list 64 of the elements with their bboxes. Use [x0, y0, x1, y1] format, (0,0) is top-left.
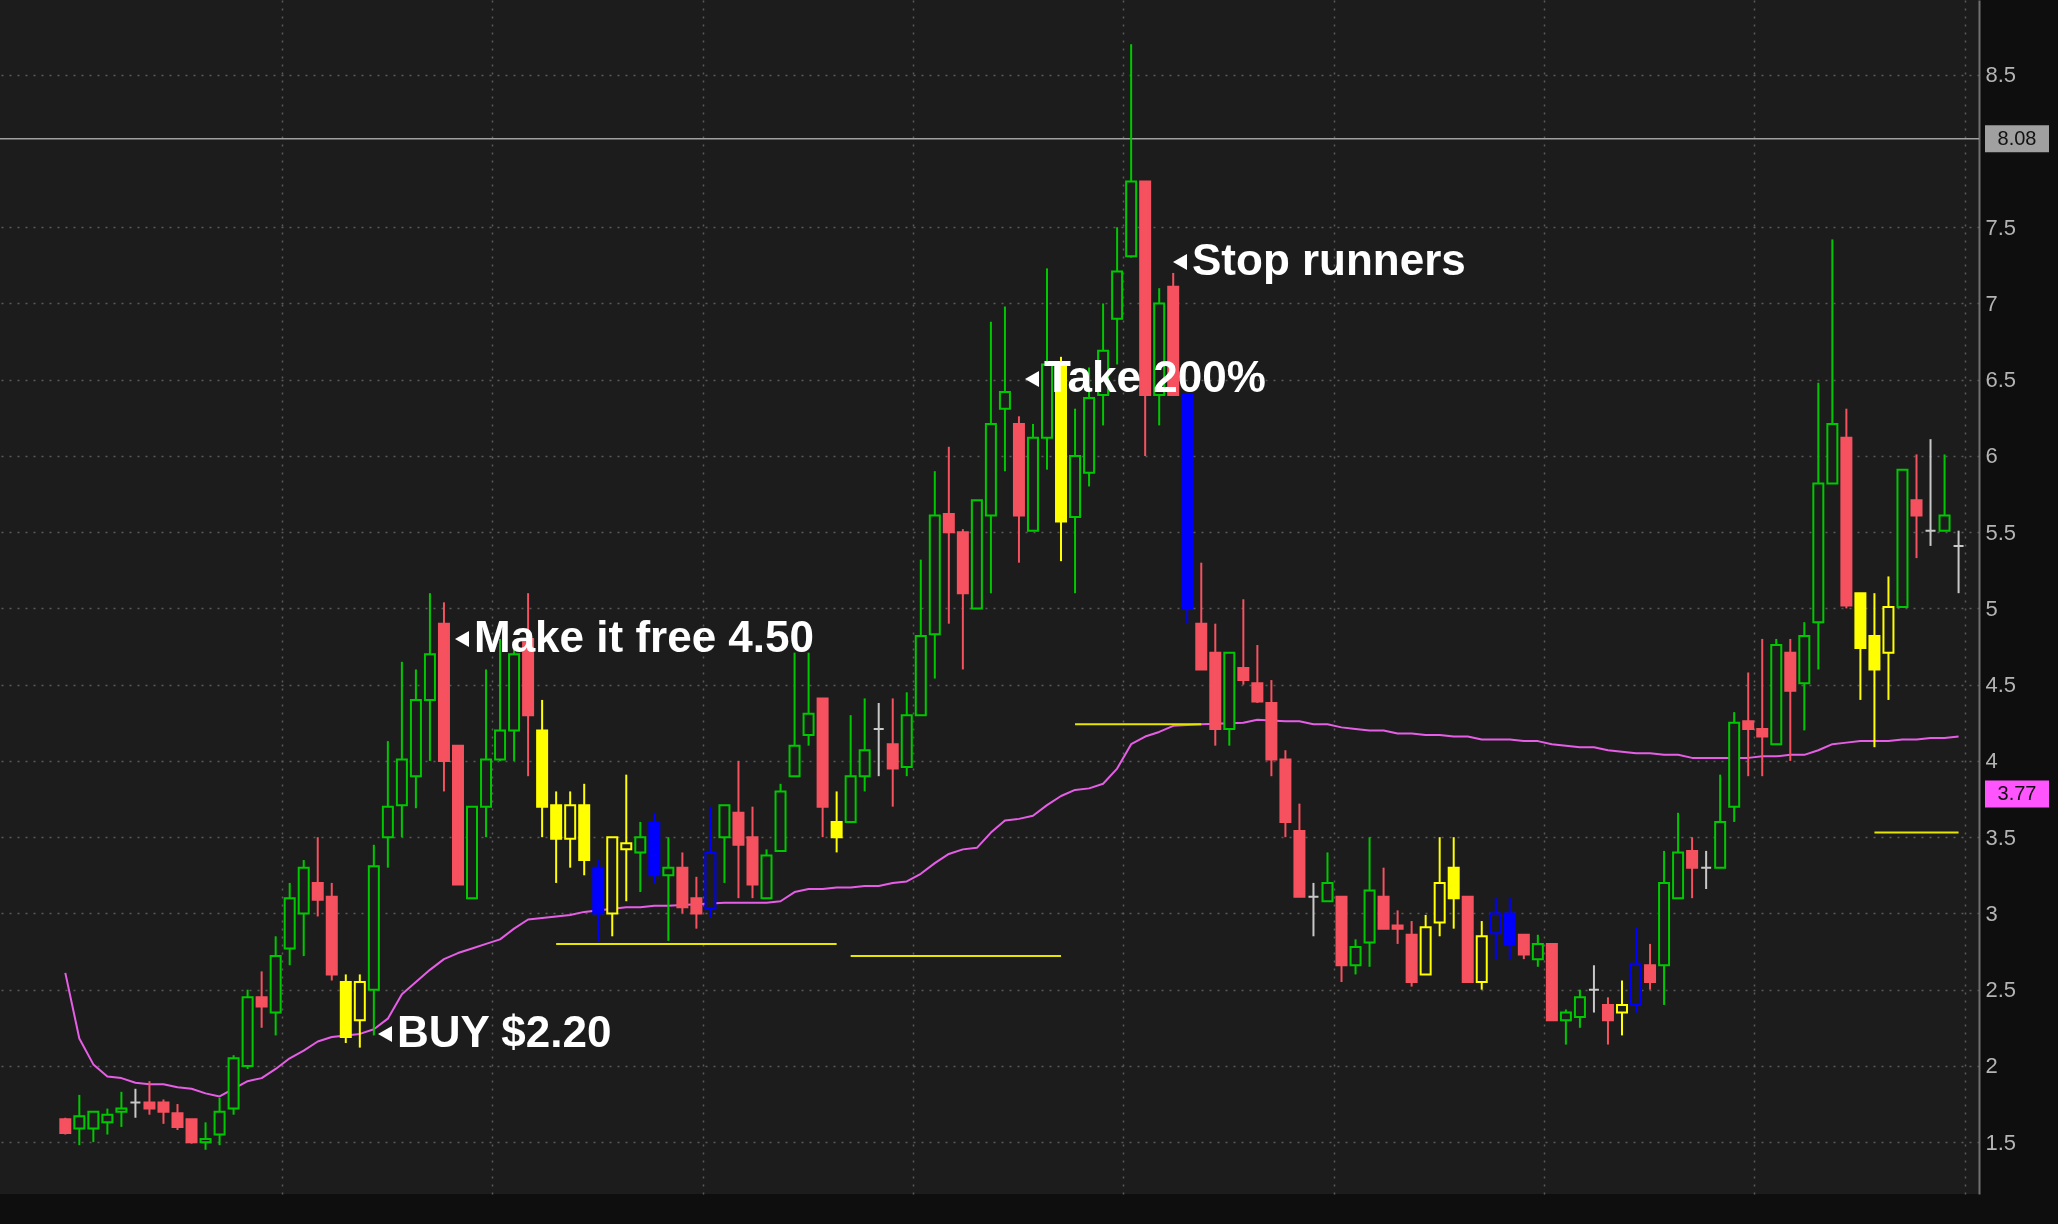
text: 3.77	[1997, 782, 2037, 804]
candlestick	[143, 1080, 156, 1116]
y-tick-label: 5.5	[1985, 519, 2017, 545]
candlestick	[129, 1087, 142, 1119]
candlestick	[87, 1110, 100, 1144]
candlestick	[872, 701, 885, 778]
annotation: BUY $2.20	[397, 1007, 612, 1056]
candlestick	[1924, 438, 1937, 547]
candlestick	[830, 790, 843, 854]
candlestick	[690, 875, 703, 930]
y-tick-label: 7	[1985, 290, 1998, 316]
y-tick-label: 4	[1985, 748, 1998, 774]
candlestick	[1615, 979, 1628, 1037]
candlestick	[213, 1096, 226, 1147]
y-tick-label: 2	[1985, 1053, 1998, 1079]
candlestick	[1938, 453, 1951, 532]
candlestick	[998, 305, 1011, 473]
candlestick	[1349, 938, 1362, 976]
candlestick	[171, 1103, 184, 1131]
candlestick	[1952, 529, 1965, 595]
candlestick	[185, 1118, 198, 1145]
candlestick	[1307, 881, 1320, 938]
candlestick	[255, 970, 268, 1029]
candlestick	[1531, 933, 1544, 968]
candlestick	[1910, 453, 1923, 560]
line-series	[64, 718, 1960, 1098]
y-tick-label: 5	[1985, 595, 1998, 621]
candlestick	[1391, 909, 1404, 945]
candlestick	[1756, 637, 1769, 778]
y-tick-label: 8.5	[1985, 62, 2017, 88]
annotation: Stop runners	[1192, 235, 1466, 284]
candlestick	[1489, 897, 1502, 961]
y-tick-label: 7.5	[1985, 214, 2017, 240]
y-tick-label: 4.5	[1985, 672, 2017, 698]
ref-line-label: 8.08	[1997, 126, 2037, 149]
candlestick	[1517, 933, 1530, 961]
candlestick	[1644, 942, 1657, 991]
candlestick	[1321, 851, 1334, 903]
candlestick	[662, 836, 675, 942]
candlestick	[1700, 849, 1713, 891]
candlestick	[1237, 598, 1250, 686]
y-tick-label: 3.5	[1985, 824, 2017, 850]
candlestick	[1559, 1008, 1572, 1046]
y-tick-label: 3	[1985, 900, 1998, 926]
candlestick	[311, 836, 324, 918]
candlestick	[1251, 644, 1264, 704]
y-tick-label: 6	[1985, 443, 1998, 469]
candlestick	[1742, 671, 1755, 778]
candlestick	[634, 820, 647, 894]
y-tick-label: 2.5	[1985, 977, 2017, 1003]
candlestick	[802, 651, 815, 747]
candlestick	[1587, 964, 1600, 1014]
candlestick	[942, 445, 955, 625]
candlestick	[101, 1107, 114, 1136]
y-tick-label: 6.5	[1985, 367, 2017, 393]
candlestick	[1573, 988, 1586, 1029]
candlestick	[115, 1090, 128, 1128]
candlestick	[73, 1093, 86, 1147]
candlestick	[199, 1121, 212, 1151]
candlestick	[1686, 836, 1699, 900]
candlestick	[620, 773, 633, 903]
candlestick	[157, 1098, 170, 1125]
y-tick-label: 1.5	[1985, 1129, 2017, 1155]
candlestick	[1601, 996, 1614, 1046]
